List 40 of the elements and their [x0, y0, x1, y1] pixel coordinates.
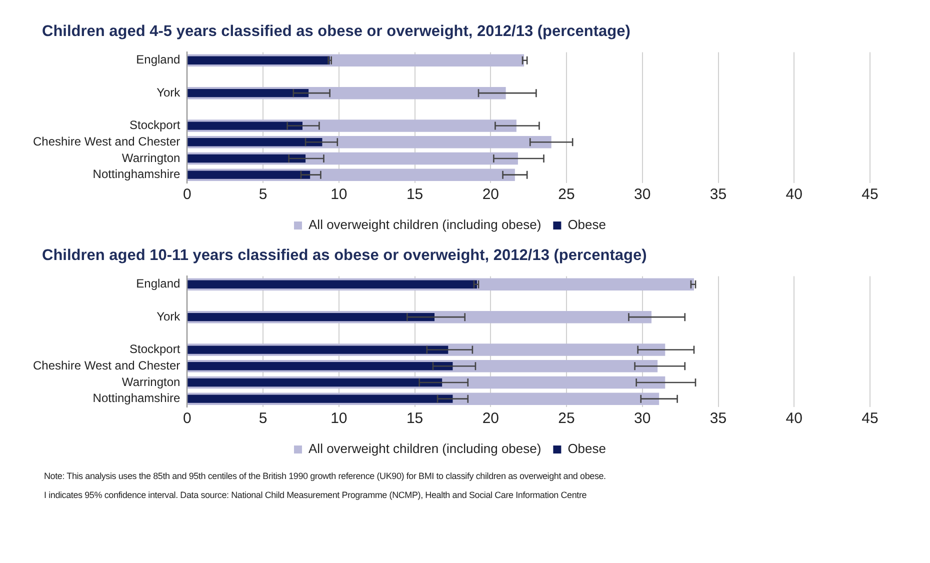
text: Note: This analysis uses the 85th and 95th centiles of the British 1990 growth reference (UK90) for BMI to classify children as overweight and obese.: [44, 470, 607, 483]
legend-label: All overweight children (including obese): [308, 217, 542, 232]
x-tick-label: 35: [710, 186, 727, 204]
x-tick-label: 20: [482, 410, 499, 428]
x-tick-label: 40: [786, 186, 802, 204]
y-tick-label: England: [136, 276, 180, 291]
x-tick-label: 15: [406, 410, 424, 428]
x-tick-label: 40: [786, 410, 802, 428]
legend-label: Obese: [568, 441, 606, 456]
y-tick-label: Nottinghamshire: [92, 391, 181, 406]
x-tick-label: 10: [330, 410, 348, 428]
x-tick-label: 15: [406, 186, 424, 204]
y-tick-label: Stockport: [129, 342, 181, 356]
y-tick-label: Warrington: [122, 374, 180, 389]
y-tick-label: Warrington: [122, 150, 180, 165]
x-tick-label: 30: [634, 410, 651, 428]
x-tick-label: 30: [634, 186, 651, 204]
x-tick-label: 5: [258, 410, 268, 428]
text: I indicates 95% confidence interval. Data source: National Child Measurement Programme (NCMP), Health and Social Care Information Centre: [44, 489, 588, 502]
x-tick-label: 10: [330, 186, 348, 204]
x-tick-label: 45: [862, 410, 878, 428]
x-tick-label: 20: [482, 186, 499, 204]
x-tick-label: 25: [558, 186, 575, 204]
legend-label: All overweight children (including obese): [308, 441, 542, 456]
y-tick-label: Nottinghamshire: [92, 167, 181, 182]
legend-label: Obese: [568, 217, 606, 232]
x-tick-label: 25: [558, 410, 575, 428]
y-tick-label: Cheshire West and Chester: [32, 358, 180, 372]
y-tick-label: Stockport: [129, 118, 181, 132]
y-tick-label: York: [156, 309, 182, 324]
x-tick-label: 5: [258, 186, 268, 204]
x-tick-label: 0: [183, 410, 192, 428]
x-tick-label: 45: [862, 186, 878, 204]
x-tick-label: 0: [183, 186, 192, 204]
y-tick-label: York: [156, 85, 182, 100]
chart-title: Children aged 4-5 years classified as obese or overweight, 2012/13 (percentage): [42, 22, 632, 42]
x-tick-label: 35: [710, 410, 727, 428]
y-tick-label: Cheshire West and Chester: [32, 134, 180, 148]
y-tick-label: England: [136, 52, 180, 67]
chart-title: Children aged 10-11 years classified as obese or overweight, 2012/13 (percentage): [42, 246, 648, 266]
